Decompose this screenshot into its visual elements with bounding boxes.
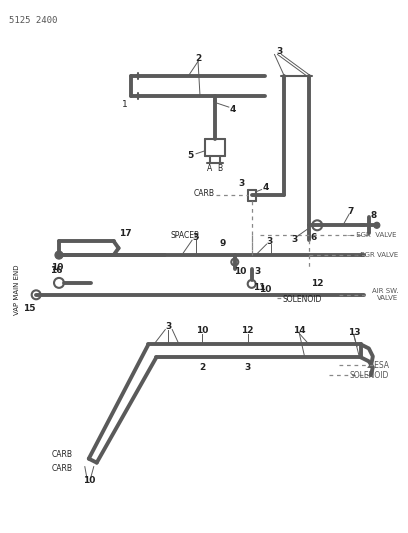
Text: 12: 12 [242, 326, 254, 335]
Text: B: B [217, 164, 222, 173]
Text: 14: 14 [293, 326, 306, 335]
Text: 2 ESA: 2 ESA [367, 361, 389, 370]
Circle shape [374, 222, 380, 228]
Text: CARB: CARB [52, 450, 73, 459]
Text: 7: 7 [348, 207, 354, 216]
Text: 1: 1 [122, 100, 127, 109]
Text: CARB: CARB [194, 189, 215, 198]
Text: 3: 3 [266, 237, 273, 246]
Text: 3: 3 [291, 235, 297, 244]
Text: CARB: CARB [52, 464, 73, 473]
Text: 10: 10 [233, 268, 246, 277]
Text: SOLENOID: SOLENOID [282, 295, 322, 304]
Text: 3: 3 [239, 179, 245, 188]
Text: SPACER: SPACER [170, 231, 200, 240]
Text: 13: 13 [348, 328, 360, 337]
Text: 5: 5 [187, 151, 193, 160]
Text: 17: 17 [119, 229, 132, 238]
Text: 10: 10 [259, 285, 272, 294]
Text: 3: 3 [276, 47, 283, 56]
Text: 4: 4 [262, 183, 269, 192]
Text: A: A [207, 164, 213, 173]
Text: VAP MAIN END: VAP MAIN END [14, 264, 20, 315]
Text: AIR SW.
VALVE: AIR SW. VALVE [372, 288, 399, 301]
Circle shape [55, 251, 63, 259]
Text: 3: 3 [192, 233, 198, 241]
Text: 2: 2 [199, 363, 205, 372]
Text: 15: 15 [23, 304, 35, 313]
Text: 3: 3 [244, 363, 251, 372]
Text: 3: 3 [255, 268, 261, 277]
Text: 10: 10 [51, 263, 63, 272]
Text: SOLENOID: SOLENOID [349, 371, 389, 379]
Text: 4: 4 [230, 104, 236, 114]
Text: — EGR  VALVE: — EGR VALVE [347, 232, 397, 238]
Text: 9: 9 [220, 239, 226, 248]
Text: 6: 6 [310, 233, 316, 241]
Text: 11: 11 [253, 284, 266, 293]
Text: — EGR VALVE: — EGR VALVE [351, 252, 399, 258]
Text: 16: 16 [50, 266, 62, 276]
Text: 10: 10 [196, 326, 208, 335]
Text: 5125 2400: 5125 2400 [9, 15, 58, 25]
Text: 12: 12 [311, 279, 324, 288]
Text: 8: 8 [371, 211, 377, 220]
Text: 10: 10 [82, 476, 95, 485]
Text: 2: 2 [195, 54, 201, 63]
Text: 3: 3 [165, 322, 171, 331]
